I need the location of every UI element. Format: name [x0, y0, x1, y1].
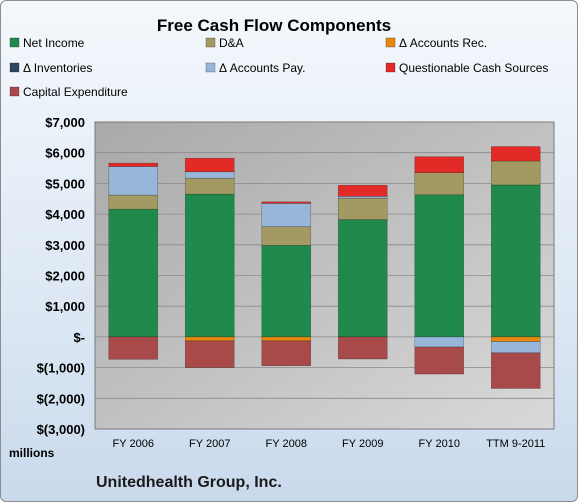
bar-d-a	[261, 226, 312, 246]
legend-label: Δ Accounts Rec.	[399, 36, 487, 50]
legend-item-accounts-rec: Δ Accounts Rec.	[385, 36, 487, 50]
y-tick-label: $4,000	[45, 207, 85, 222]
bar-d-a	[337, 197, 388, 220]
bar-questionable-cash-sources	[414, 156, 465, 173]
company-footer: Unitedhealth Group, Inc.	[96, 474, 282, 491]
x-tick-label: TTM 9-2011	[486, 438, 545, 450]
y-tick-label: $(2,000)	[37, 391, 85, 406]
bar-questionable-cash-sources	[337, 184, 388, 197]
x-tick-label: FY 2006	[113, 438, 154, 450]
x-tick-label: FY 2007	[189, 438, 230, 450]
y-axis: $7,000 $6,000 $5,000 $4,000 $3,000 $2,000 $1,0…	[37, 115, 85, 437]
y-tick-label: $7,000	[45, 115, 85, 130]
bar-d-a	[414, 172, 465, 196]
plot-area	[94, 121, 555, 430]
bar-questionable-cash-sources	[261, 201, 312, 204]
bar-capital-expenditure	[184, 340, 235, 368]
bar-d-a	[184, 177, 235, 195]
legend-label: Net Income	[23, 36, 85, 50]
x-tick-label: FY 2008	[266, 438, 307, 450]
bar-d-a	[490, 160, 541, 186]
legend-label: Δ Inventories	[23, 61, 92, 75]
legend-item-inventories: Δ Inventories	[9, 61, 92, 75]
bar-capital-expenditure	[414, 346, 465, 375]
y-tick-label: $1,000	[45, 299, 85, 314]
legend-label: D&A	[219, 36, 244, 50]
bar-net-income	[414, 194, 465, 338]
legend-item-capital-expenditure: Capital Expenditure	[9, 85, 128, 99]
bar-accounts-rec	[490, 336, 541, 342]
bar-capital-expenditure	[490, 352, 541, 389]
legend-item-net-income: Net Income	[9, 36, 85, 50]
legend-swatch	[205, 37, 216, 48]
bar-net-income	[184, 193, 235, 338]
bar-accounts-pay	[108, 166, 159, 196]
x-axis: FY 2006 FY 2007 FY 2008 FY 2009 FY 2010 TTM 9…	[113, 438, 546, 450]
y-tick-label: $3,000	[45, 238, 85, 253]
y-tick-label: $6,000	[45, 146, 85, 161]
legend-item-questionable-cash-sources: Questionable Cash Sources	[385, 61, 548, 75]
y-tick-label: $(1,000)	[37, 361, 85, 376]
legend-label: Capital Expenditure	[23, 85, 128, 99]
bar-accounts-rec	[261, 336, 312, 342]
bar-capital-expenditure	[261, 340, 312, 367]
x-tick-label: FY 2009	[342, 438, 383, 450]
y-tick-label: $(3,000)	[37, 422, 85, 437]
bar-d-a	[108, 194, 159, 210]
legend-swatch	[385, 62, 396, 73]
legend-swatch	[9, 37, 20, 48]
bar-accounts-rec	[184, 336, 235, 342]
bar-accounts-pay	[184, 171, 235, 179]
legend-swatch	[205, 62, 216, 73]
bar-net-income	[108, 208, 159, 338]
legend-label: Δ Accounts Pay.	[219, 61, 306, 75]
legend-item-accounts-pay: Δ Accounts Pay.	[205, 61, 306, 75]
bar-accounts-pay	[261, 203, 312, 227]
plot-border	[94, 121, 555, 430]
unit-label: millions	[9, 446, 55, 460]
legend-swatch	[9, 86, 20, 97]
legend-swatch	[9, 62, 20, 73]
bar-net-income	[261, 245, 312, 338]
y-tick-label: $2,000	[45, 269, 85, 284]
bar-questionable-cash-sources	[184, 157, 235, 173]
bar-accounts-pay	[414, 336, 465, 348]
legend: Net Income D&A Δ Accounts Rec. Δ Inventorie…	[9, 36, 548, 99]
bar-net-income	[337, 219, 388, 338]
y-tick-label: $5,000	[45, 176, 85, 191]
legend-item-d-a: D&A	[205, 36, 244, 50]
bar-questionable-cash-sources	[490, 146, 541, 162]
bar-questionable-cash-sources	[108, 162, 159, 167]
bar-net-income	[490, 184, 541, 338]
x-tick-label: FY 2010	[419, 438, 460, 450]
y-tick-label: $-	[73, 330, 85, 345]
legend-swatch	[385, 37, 396, 48]
bar-capital-expenditure	[108, 336, 159, 360]
bar-capital-expenditure	[337, 336, 388, 360]
bar-accounts-pay	[490, 341, 541, 354]
legend-label: Questionable Cash Sources	[399, 61, 548, 75]
chart-title: Free Cash Flow Components	[157, 16, 391, 35]
